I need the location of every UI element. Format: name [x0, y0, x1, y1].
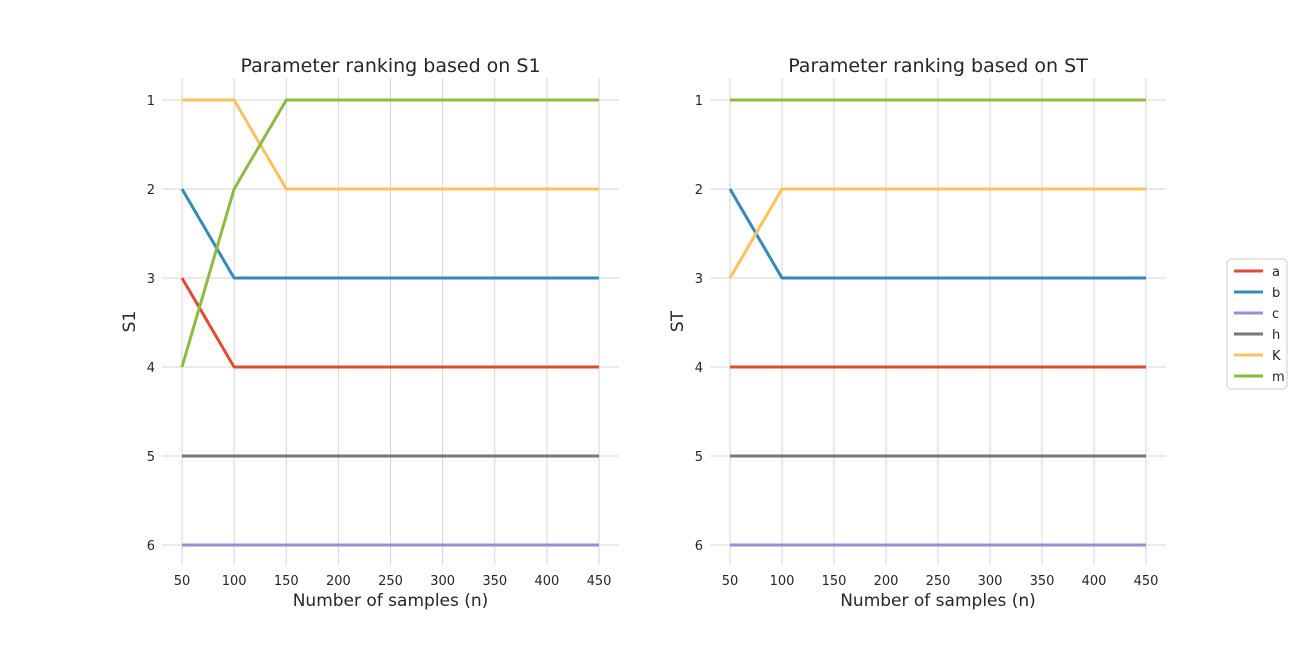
legend-label-m: m: [1272, 370, 1285, 385]
x-tick-label: 350: [482, 574, 507, 589]
y-axis-label: S1: [120, 311, 140, 333]
x-tick-label: 400: [534, 574, 559, 589]
x-tick-label: 100: [222, 574, 247, 589]
x-tick-label: 300: [978, 574, 1003, 589]
x-tick-label: 250: [378, 574, 403, 589]
x-axis-label: Number of samples (n): [840, 591, 1036, 611]
x-tick-label: 450: [1134, 574, 1159, 589]
x-tick-label: 100: [770, 574, 795, 589]
x-tick-label: 200: [874, 574, 899, 589]
y-tick-label: 6: [695, 539, 703, 554]
series-line-m: [180, 98, 599, 368]
legend-label-a: a: [1272, 265, 1280, 280]
legend-label-k: K: [1272, 349, 1281, 364]
x-tick-label: 150: [274, 574, 299, 589]
y-tick-label: 3: [147, 272, 155, 287]
x-tick-label: 350: [1030, 574, 1055, 589]
x-tick-label: 50: [722, 574, 739, 589]
chart-panel-1: 50 100 150 200 250 300 350 400 450 1 2 3 4 5 6 Paramete…: [120, 55, 619, 611]
y-tick-label: 2: [695, 183, 703, 198]
series-line-k: [728, 187, 1146, 279]
chart-title: Parameter ranking based on S1: [240, 55, 540, 77]
y-tick-label: 4: [147, 361, 155, 376]
y-tick-label: 5: [695, 450, 703, 465]
chart-panel-2: 50 100 150 200 250 300 350 400 450 1 2 3 4 5 6 Paramete…: [668, 55, 1166, 611]
y-tick-label: 1: [695, 94, 703, 109]
legend-label-h: h: [1272, 328, 1280, 343]
y-tick-label: 5: [147, 450, 155, 465]
x-tick-label: 300: [430, 574, 455, 589]
x-tick-label: 250: [926, 574, 951, 589]
series-line-k: [182, 98, 599, 191]
legend-label-c: c: [1272, 307, 1279, 322]
y-tick-label: 1: [147, 94, 155, 109]
legend-label-b: b: [1272, 286, 1280, 301]
x-axis-label: Number of samples (n): [293, 591, 489, 611]
x-tick-label: 200: [326, 574, 351, 589]
x-tick-label: 150: [822, 574, 847, 589]
x-tick-label: 450: [587, 574, 612, 589]
y-tick-label: 2: [147, 183, 155, 198]
chart-title: Parameter ranking based on ST: [788, 55, 1088, 77]
series-line-b: [180, 188, 599, 280]
y-tick-label: 4: [695, 361, 703, 376]
series-line-a: [180, 277, 599, 369]
x-tick-label: 400: [1082, 574, 1107, 589]
y-tick-label: 3: [695, 272, 703, 287]
y-tick-label: 6: [147, 539, 155, 554]
x-tick-label: 50: [174, 574, 191, 589]
y-axis-label: ST: [668, 310, 688, 332]
series-line-b: [728, 188, 1146, 280]
